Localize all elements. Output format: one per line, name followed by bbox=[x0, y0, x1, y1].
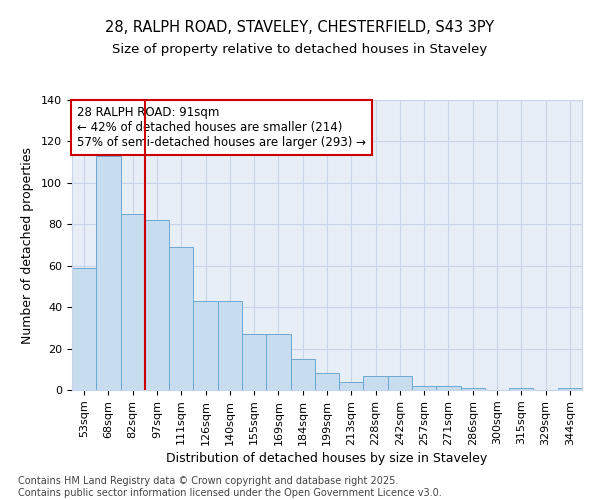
Y-axis label: Number of detached properties: Number of detached properties bbox=[21, 146, 34, 344]
Bar bbox=[364, 376, 388, 390]
Bar bbox=[96, 156, 121, 390]
Text: Size of property relative to detached houses in Staveley: Size of property relative to detached ho… bbox=[112, 42, 488, 56]
Bar bbox=[558, 388, 582, 390]
Bar bbox=[169, 247, 193, 390]
Text: Contains HM Land Registry data © Crown copyright and database right 2025.
Contai: Contains HM Land Registry data © Crown c… bbox=[18, 476, 442, 498]
Bar bbox=[509, 388, 533, 390]
X-axis label: Distribution of detached houses by size in Staveley: Distribution of detached houses by size … bbox=[166, 452, 488, 465]
Bar bbox=[266, 334, 290, 390]
Bar bbox=[461, 388, 485, 390]
Bar bbox=[72, 268, 96, 390]
Bar bbox=[242, 334, 266, 390]
Bar bbox=[290, 359, 315, 390]
Bar bbox=[436, 386, 461, 390]
Bar bbox=[121, 214, 145, 390]
Bar bbox=[339, 382, 364, 390]
Bar bbox=[218, 301, 242, 390]
Bar bbox=[145, 220, 169, 390]
Text: 28 RALPH ROAD: 91sqm
← 42% of detached houses are smaller (214)
57% of semi-deta: 28 RALPH ROAD: 91sqm ← 42% of detached h… bbox=[77, 106, 366, 149]
Bar bbox=[412, 386, 436, 390]
Bar bbox=[315, 374, 339, 390]
Bar bbox=[388, 376, 412, 390]
Text: 28, RALPH ROAD, STAVELEY, CHESTERFIELD, S43 3PY: 28, RALPH ROAD, STAVELEY, CHESTERFIELD, … bbox=[106, 20, 494, 35]
Bar bbox=[193, 301, 218, 390]
